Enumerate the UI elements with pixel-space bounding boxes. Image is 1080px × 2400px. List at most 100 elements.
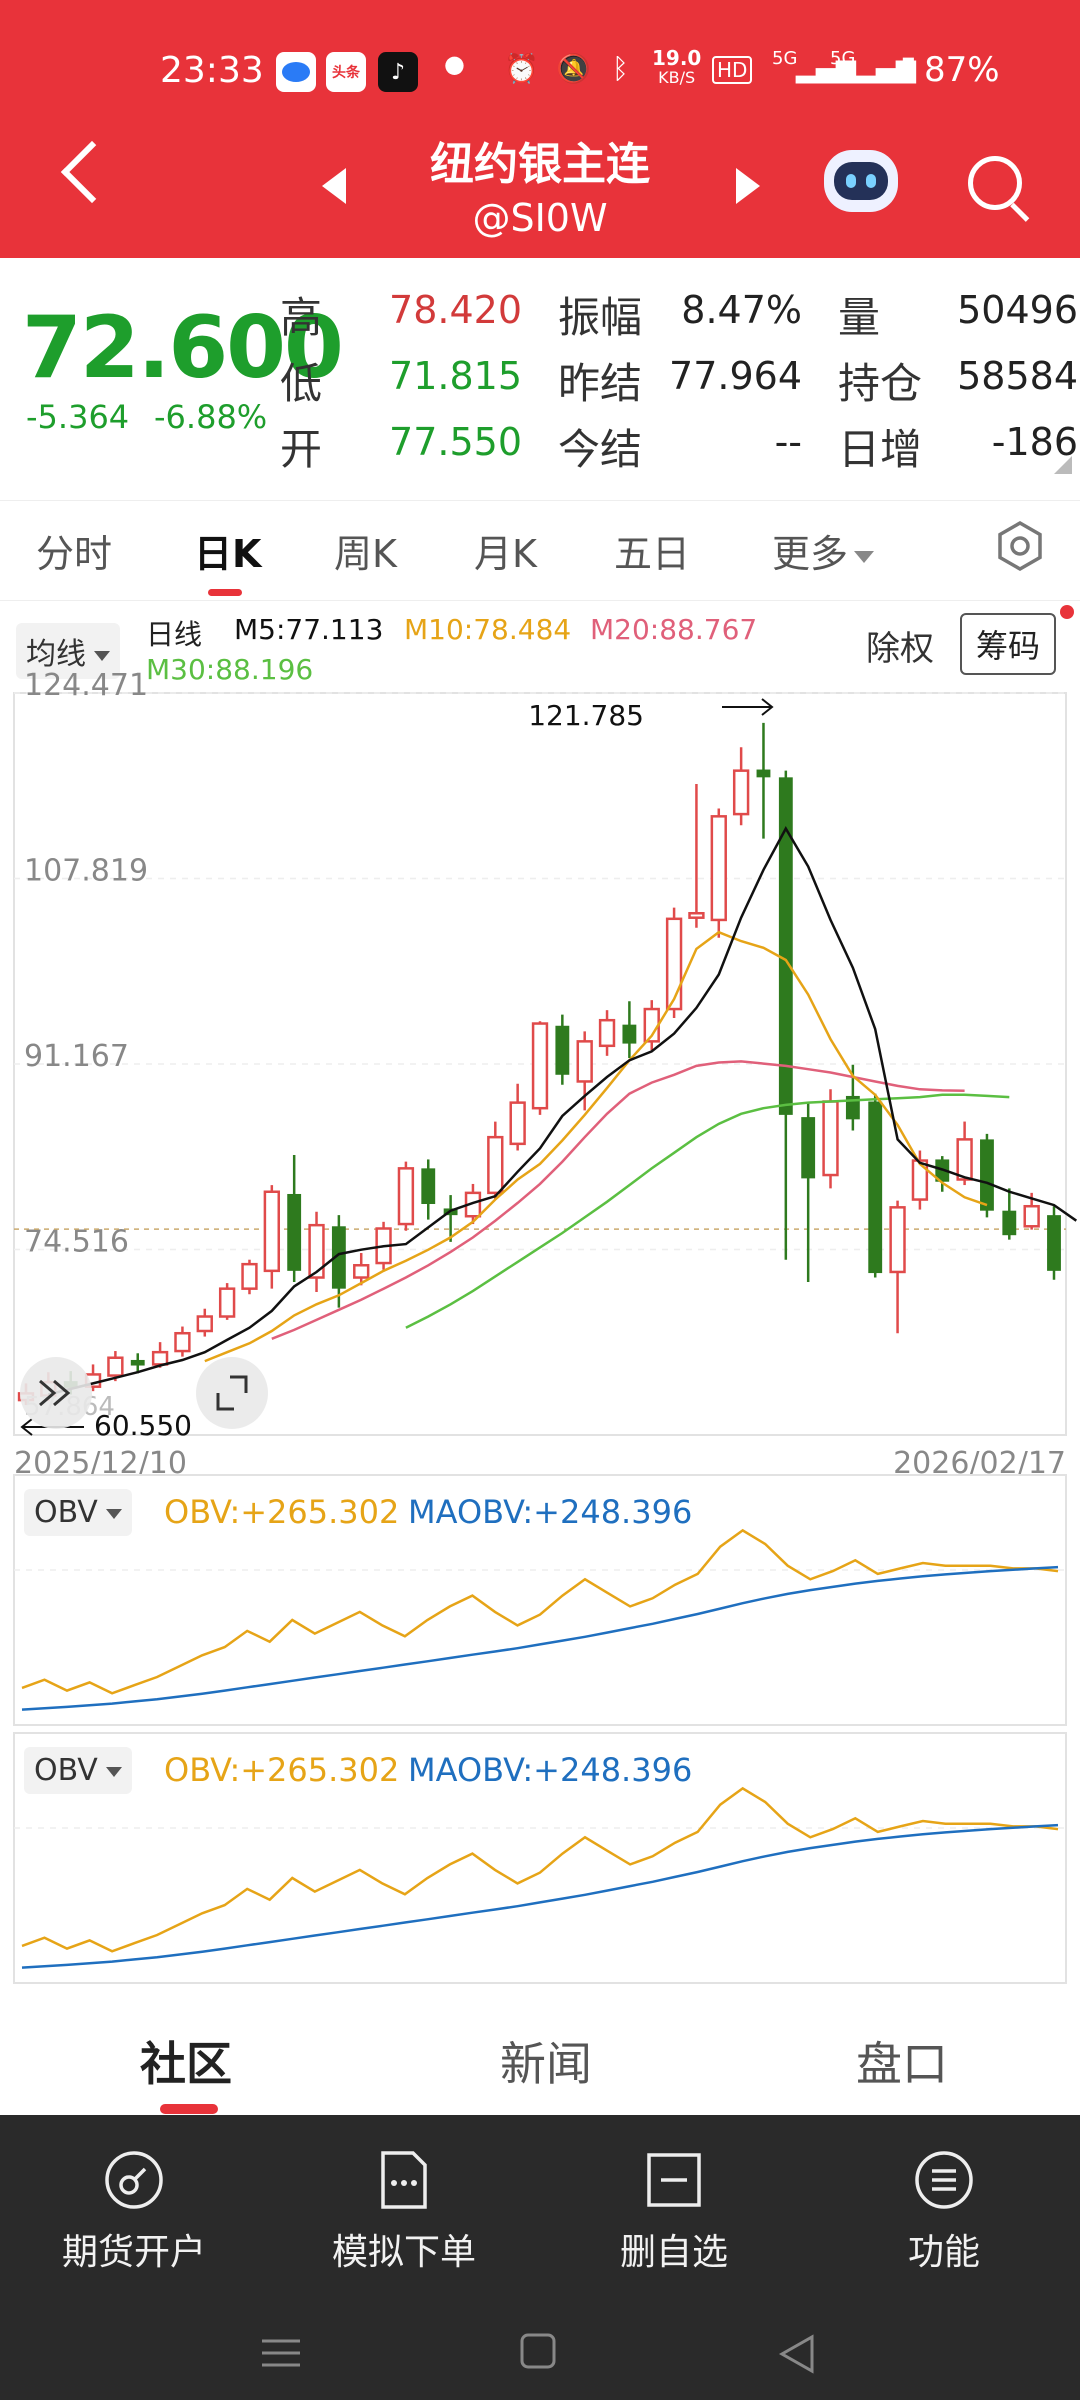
app-icon-blue xyxy=(276,52,316,92)
notification-dot xyxy=(1060,605,1074,619)
nav-menu-icon[interactable] xyxy=(262,2339,300,2367)
candle-body xyxy=(130,1359,145,1366)
tab-order-book[interactable]: 盘口 xyxy=(856,2037,948,2091)
document-icon xyxy=(381,2151,427,2209)
next-contract-icon[interactable] xyxy=(736,168,760,204)
candle-body xyxy=(801,1117,816,1179)
candle-body xyxy=(397,1167,415,1226)
candle-body xyxy=(1047,1215,1061,1271)
simulated-order-label: 模拟下单 xyxy=(331,2232,476,2273)
simulated-order-button[interactable]: 模拟下单 xyxy=(304,2135,504,2275)
remove-watchlist-button[interactable]: 删自选 xyxy=(574,2135,774,2275)
bluetooth-icon: ᛒ xyxy=(612,52,629,85)
chevron-down-icon xyxy=(854,550,875,563)
bottom-tabs: 社区 新闻 盘口 xyxy=(0,1990,1080,2115)
signal-label-1: 5G xyxy=(772,48,798,69)
menu-circle-icon xyxy=(915,2151,973,2209)
ma5-line xyxy=(47,826,1078,1396)
volume-label: 量 xyxy=(838,293,881,342)
prev-settle-label: 昨结 xyxy=(558,359,643,408)
signal-label-2: 5G xyxy=(830,48,856,69)
system-nav-bar xyxy=(262,2333,814,2374)
search-icon[interactable] xyxy=(968,156,1022,210)
candle-body xyxy=(688,911,705,919)
candle-body xyxy=(665,917,683,1011)
ma30-line xyxy=(405,1093,1010,1329)
last-price: 72.600 xyxy=(22,298,344,398)
tab-community[interactable]: 社区 xyxy=(140,2037,232,2091)
tab-daily-k[interactable]: 日K xyxy=(194,532,262,576)
remove-watchlist-label: 删自选 xyxy=(619,2232,728,2273)
volume-value: 50496 xyxy=(957,288,1078,332)
candle-body xyxy=(421,1168,436,1205)
candle-body xyxy=(241,1262,258,1290)
tab-intraday[interactable]: 分时 xyxy=(36,532,113,576)
amplitude-value: 8.47% xyxy=(681,288,802,332)
tiktok-icon: ♪ xyxy=(378,52,418,92)
candle-body xyxy=(353,1264,370,1279)
price-change: -5.364 xyxy=(26,398,130,436)
candle-body xyxy=(218,1287,236,1318)
kline-chart[interactable]: 124.471107.81991.16774.516121.78560.5505… xyxy=(0,601,1080,1991)
active-tab-indicator xyxy=(208,589,242,596)
maobv-line-2 xyxy=(21,1823,1059,1969)
tab-five-day[interactable]: 五日 xyxy=(614,532,691,576)
hd-icon: HD xyxy=(712,56,753,84)
quote-panel: 72.600 -5.364 -6.88% 高 78.420 振幅 8.47% 量… xyxy=(0,258,1080,488)
obv-dropdown-2[interactable]: OBV xyxy=(24,1747,132,1794)
ma10-value: M10:78.484 xyxy=(404,613,572,646)
maobv-value-1: MAOBV:+248.396 xyxy=(408,1493,693,1531)
tab-monthly-k[interactable]: 月K xyxy=(474,532,537,576)
action-bar: 期货开户 模拟下单 删自选 功能 xyxy=(0,2115,1080,2400)
chevron-down-icon xyxy=(105,1766,122,1777)
ma10-line xyxy=(204,930,988,1363)
mute-icon: 🔕 xyxy=(556,52,591,85)
ma20-line xyxy=(271,1060,965,1340)
functions-button[interactable]: 功能 xyxy=(844,2135,1044,2275)
tab-more-label: 更多 xyxy=(772,532,849,576)
y-tick-label: 91.167 xyxy=(24,1039,129,1074)
fullscreen-button xyxy=(196,1357,268,1429)
expand-corner-icon[interactable] xyxy=(1054,456,1072,474)
ma-dropdown-label: 均线 xyxy=(26,637,86,672)
candle-body xyxy=(868,1101,883,1274)
ma-dropdown[interactable]: 均线 xyxy=(16,623,120,679)
low-price-label: 60.550 xyxy=(94,1409,192,1442)
candle-body xyxy=(911,1159,929,1201)
nav-home-icon[interactable] xyxy=(520,2333,556,2369)
high-price-label: 121.785 xyxy=(528,699,644,732)
obv-dropdown-2-label: OBV xyxy=(34,1753,98,1788)
candle-body xyxy=(487,1135,504,1195)
candle-body xyxy=(263,1190,281,1273)
candle-body xyxy=(889,1206,906,1274)
tab-weekly-k[interactable]: 周K xyxy=(334,532,397,576)
nav-back-icon[interactable] xyxy=(778,2334,814,2374)
settings-gear-icon[interactable] xyxy=(994,520,1046,572)
expand-icon xyxy=(230,1375,248,1393)
chip-distribution-button[interactable]: 筹码 xyxy=(960,613,1057,675)
obv-dropdown-1-label: OBV xyxy=(34,1495,98,1530)
ma20-value: M20:88.767 xyxy=(590,613,758,646)
ai-assistant-icon[interactable] xyxy=(824,150,898,212)
candle-body xyxy=(509,1101,526,1146)
header: 23:33 头条 ♪ ● ⏰ 🔕 ᛒ 19.0 KB/S HD 5G ▂▄▆ 5G… xyxy=(0,0,1080,258)
open-account-button[interactable]: 期货开户 xyxy=(34,2135,234,2275)
chart-area: 均线 日线 M5:77.113 M10:78.484 M20:88.767 M3… xyxy=(0,600,1080,1990)
open-label: 开 xyxy=(280,425,323,474)
prev-contract-icon[interactable] xyxy=(322,168,346,204)
y-tick-label: 124.471 xyxy=(24,668,148,703)
candle-body xyxy=(732,769,750,816)
maobv-value-2: MAOBV:+248.396 xyxy=(408,1751,693,1789)
ma5-value: M5:77.113 xyxy=(234,613,384,646)
obv-dropdown-1[interactable]: OBV xyxy=(24,1489,132,1536)
tab-more[interactable]: 更多 xyxy=(772,523,875,578)
tab-news[interactable]: 新闻 xyxy=(500,2037,592,2091)
open-interest-label: 持仓 xyxy=(838,359,923,408)
maobv-line-1 xyxy=(21,1565,1059,1711)
candle-body xyxy=(308,1223,325,1279)
candle-body xyxy=(956,1138,973,1181)
dot-icon: ● xyxy=(444,50,465,78)
open-value: 77.550 xyxy=(389,420,522,464)
ex-right-toggle[interactable]: 除权 xyxy=(866,629,934,669)
daily-change-label: 日增 xyxy=(838,425,923,474)
